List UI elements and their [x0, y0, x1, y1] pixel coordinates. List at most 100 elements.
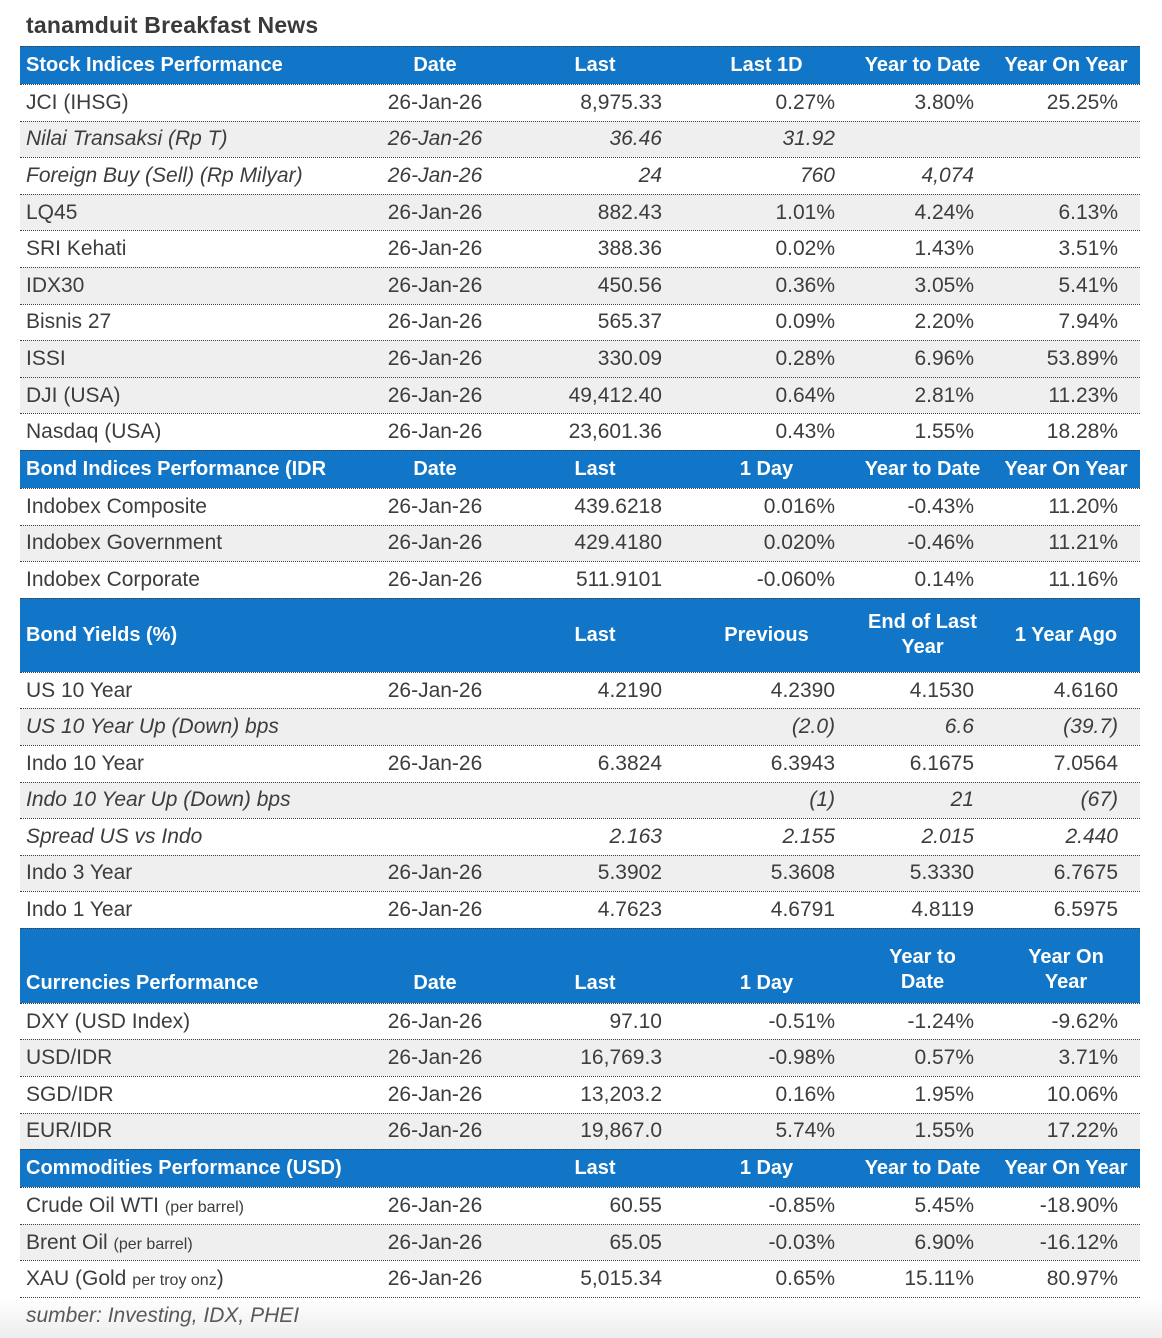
cell-ytd: 3.80%: [914, 90, 974, 114]
table-row: US 10 Year Up (Down) bps (2.0) 6.6 (39.7): [20, 708, 1140, 745]
col-header-last: Last: [574, 54, 616, 76]
cell-last: 24: [638, 163, 662, 187]
row-label: Nilai Transaksi (Rp T): [20, 127, 360, 151]
row-label-text: Bisnis 27: [26, 310, 112, 334]
cell-date: 26-Jan-26: [387, 861, 483, 885]
cell-ytd: 2.20%: [914, 310, 974, 334]
row-label-text: Nilai Transaksi (Rp T): [26, 127, 228, 151]
cell-change: 0.16%: [775, 1082, 835, 1106]
bond-indices-header: Bond Indices Performance (IDR Date Last …: [20, 449, 1140, 488]
cell-ytd: 2.81%: [914, 383, 974, 407]
cell-change: -0.51%: [768, 1009, 835, 1033]
cell-yoy: 3.71%: [1058, 1046, 1118, 1070]
commodities-rows: Crude Oil WTI (per barrel) 26-Jan-26 60.55…: [20, 1187, 1140, 1297]
cell-yoy: 11.23%: [1048, 383, 1118, 407]
currencies-section: Currencies Performance Date Last 1 Day Y…: [20, 927, 1140, 1150]
row-label-text: US 10 Year Up (Down) bps: [26, 715, 279, 739]
cell-last: 36.46: [609, 127, 662, 151]
cell-last: 60.55: [609, 1194, 662, 1218]
cell-date: 26-Jan-26: [387, 494, 483, 518]
cell-yoy: -18.90%: [1039, 1194, 1118, 1218]
cell-yoy: (67): [1080, 788, 1118, 812]
cell-ytd: 1.95%: [914, 1082, 974, 1106]
cell-change: 31.92: [782, 127, 835, 151]
section-title-commodities: Commodities Performance (USD): [26, 1157, 342, 1180]
row-label-text: Crude Oil WTI: [26, 1194, 165, 1218]
row-label-text: SGD/IDR: [26, 1082, 114, 1106]
table-row: Foreign Buy (Sell) (Rp Milyar) 26-Jan-26 2…: [20, 157, 1140, 194]
cell-ytd: 6.1675: [909, 751, 974, 775]
row-label-unit: per troy onz: [132, 1272, 217, 1290]
section-title-currencies: Currencies Performance: [26, 971, 259, 994]
row-label: IDX30: [20, 274, 360, 298]
col-header-date: Date: [413, 971, 457, 994]
row-label-unit: (per barrel): [164, 1199, 244, 1217]
cell-yoy: 5.41%: [1058, 273, 1118, 297]
row-label: DXY (USD Index): [20, 1010, 360, 1034]
row-label-text: Indobex Composite: [26, 494, 207, 518]
cell-ytd: -0.46%: [907, 531, 974, 555]
row-label-text: USD/IDR: [26, 1046, 113, 1070]
cell-last: 97.10: [609, 1009, 662, 1033]
cell-ytd: 6.96%: [914, 346, 974, 370]
table-row: Indo 10 Year 26-Jan-26 6.3824 6.3943 6.1675 7…: [20, 744, 1140, 782]
cell-last: 450.56: [597, 273, 662, 297]
table-row: Spread US vs Indo 2.163 2.155 2.015 2.440: [20, 818, 1140, 855]
row-label-text: EUR/IDR: [26, 1119, 113, 1143]
cell-change: 6.3943: [770, 751, 835, 775]
cell-change: 0.020%: [763, 531, 835, 555]
cell-ytd: 6.6: [944, 715, 974, 739]
cell-date: 26-Jan-26: [387, 1119, 483, 1143]
cell-change: -0.060%: [756, 567, 835, 591]
col-header-1-day: 1 Day: [739, 971, 794, 994]
table-row: Indobex Government 26-Jan-26 429.4180 0.020…: [20, 524, 1140, 562]
row-label: Indobex Composite: [20, 495, 360, 519]
cell-change: -0.98%: [768, 1046, 835, 1070]
cell-ytd: 15.11%: [904, 1267, 974, 1291]
section-title-bond-yields: Bond Yields (%): [26, 623, 178, 646]
row-label: Bisnis 27: [20, 310, 360, 334]
row-label-text: DXY (USD Index): [26, 1009, 191, 1033]
cell-change: 760: [799, 163, 835, 187]
cell-date: 26-Jan-26: [387, 751, 483, 775]
cell-date: 26-Jan-26: [387, 310, 483, 334]
bond-yields-header: Bond Yields (%) Last Previous End of Las…: [20, 597, 1140, 672]
cell-ytd: 21: [950, 788, 974, 812]
table-row: EUR/IDR 26-Jan-26 19,867.0 5.74% 1.55% 17.22%: [20, 1112, 1140, 1150]
cell-date: 26-Jan-26: [387, 567, 483, 591]
cell-change: 0.36%: [775, 273, 835, 297]
col-header-yoy: Year On Year: [1004, 54, 1128, 76]
row-label: EUR/IDR: [20, 1119, 360, 1143]
row-label-text: Spread US vs Indo: [26, 824, 203, 848]
col-header-last: Last: [574, 1157, 616, 1180]
cell-change: 0.28%: [775, 346, 835, 370]
cell-change: -0.03%: [768, 1230, 835, 1254]
cell-last: 330.09: [597, 346, 662, 370]
row-label: SGD/IDR: [20, 1083, 360, 1107]
bond-indices-section: Bond Indices Performance (IDR Date Last …: [20, 449, 1140, 598]
cell-date: 26-Jan-26: [387, 237, 483, 261]
table-bottom-border: [20, 1297, 1140, 1299]
cell-change: 2.155: [782, 824, 835, 848]
cell-ytd: 0.14%: [914, 567, 974, 591]
table-row: SGD/IDR 26-Jan-26 13,203.2 0.16% 1.95% 10.06%: [20, 1076, 1140, 1113]
section-title-bond-indices: Bond Indices Performance (IDR: [26, 457, 327, 480]
cell-last: 429.4180: [574, 531, 662, 555]
cell-last: 439.6218: [574, 494, 662, 518]
cell-change: 0.64%: [775, 383, 835, 407]
cell-date: 26-Jan-26: [387, 163, 483, 187]
cell-date: 26-Jan-26: [387, 1082, 483, 1106]
col-header-previous: Previous: [724, 623, 809, 646]
stock-indices-section: Stock Indices Performance Date Last Last…: [20, 46, 1140, 450]
row-label: Indo 1 Year: [20, 898, 360, 922]
col-header-1-day: 1 Day: [739, 457, 794, 480]
table-row: Indobex Composite 26-Jan-26 439.6218 0.016%…: [20, 487, 1140, 525]
cell-yoy: 6.5975: [1053, 898, 1118, 922]
cell-ytd: 3.05%: [914, 273, 974, 297]
cell-last: 13,203.2: [580, 1082, 662, 1106]
cell-date: 26-Jan-26: [387, 420, 483, 444]
cell-change: 0.02%: [775, 237, 835, 261]
cell-last: 5.3902: [597, 861, 662, 885]
col-header-yoy: Year On Year: [1004, 1157, 1128, 1180]
col-header-ytd: Year to Date: [853, 945, 992, 1003]
